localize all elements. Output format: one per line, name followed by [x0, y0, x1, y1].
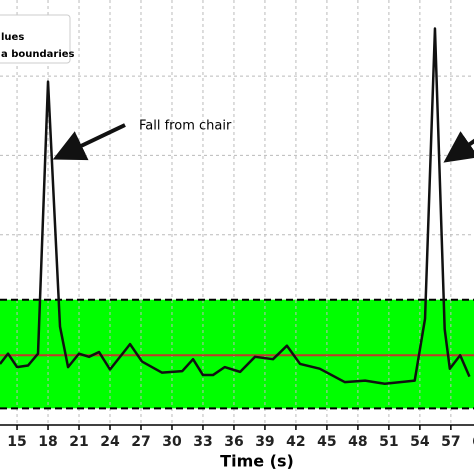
- legend-label: a boundaries: [1, 49, 75, 60]
- x-tick-label: 51: [379, 434, 398, 450]
- boundary-band: [0, 299, 474, 409]
- x-axis-label: Time (s): [220, 452, 294, 471]
- x-tick-label: 39: [255, 434, 274, 450]
- x-tick-label: 24: [100, 434, 120, 450]
- data-line: [0, 27, 471, 386]
- x-tick-label: 48: [348, 434, 367, 450]
- annotation: Fall from chair: [139, 119, 232, 134]
- x-tick-label: 21: [69, 434, 88, 450]
- arrow: [52, 123, 126, 161]
- legend-box: [0, 14, 71, 64]
- x-tick-label: 18: [38, 434, 57, 450]
- x-tick-label: 45: [317, 434, 336, 450]
- x-tick-label: 15: [7, 434, 26, 450]
- legend-label: lues: [1, 32, 24, 43]
- x-tick-label: 36: [224, 434, 243, 450]
- x-tick-label: 57: [441, 434, 460, 450]
- x-tick-label: 54: [410, 434, 430, 450]
- x-tick-label: 33: [193, 434, 212, 450]
- x-tick-label: 42: [286, 434, 305, 450]
- x-tick-label: 60: [472, 434, 474, 450]
- x-tick-label: 30: [162, 434, 182, 450]
- arrow: [443, 131, 474, 163]
- x-tick-label: 27: [131, 434, 150, 450]
